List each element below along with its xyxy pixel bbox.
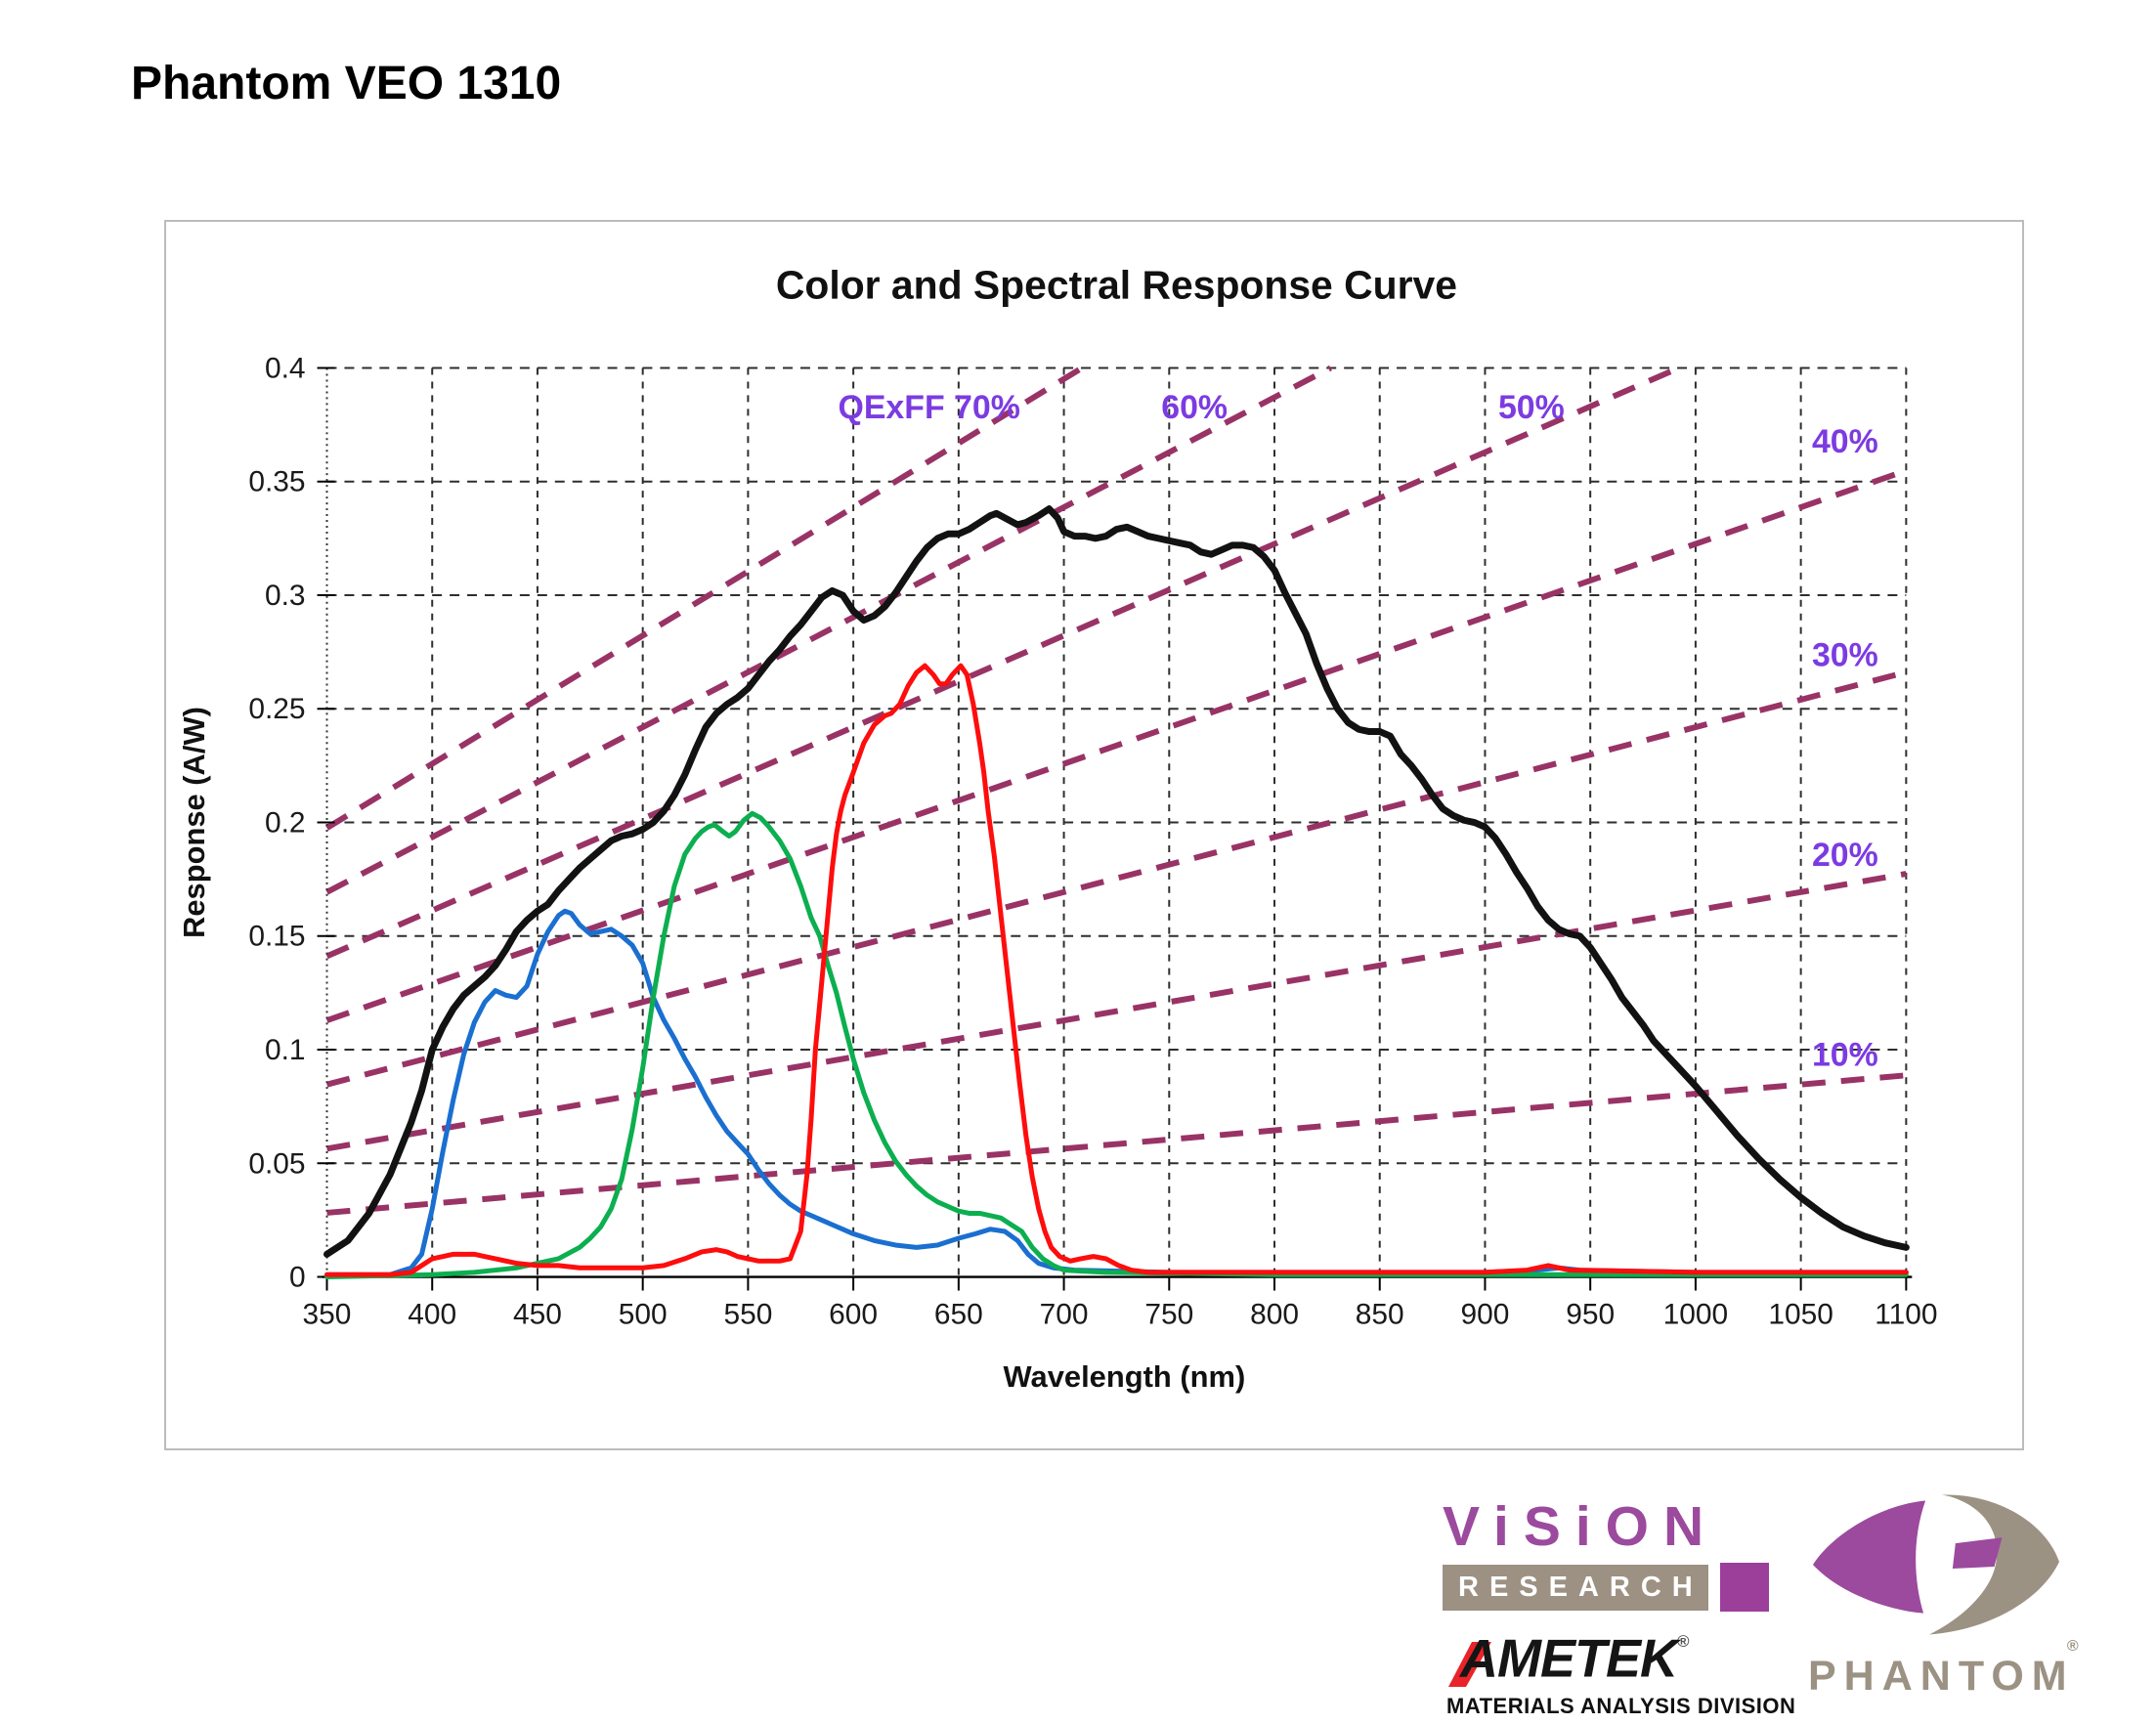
vision-research-bar: RESEARCH	[1443, 1564, 1708, 1611]
y-tick-label: 0.2	[265, 807, 306, 840]
chart-title: Color and Spectral Response Curve	[776, 263, 1457, 308]
x-tick-label: 350	[303, 1298, 352, 1330]
x-tick-label: 600	[829, 1298, 878, 1330]
series	[323, 505, 1910, 1280]
qe-label: 30%	[1812, 636, 1878, 673]
qe-label: QExFF 70%	[838, 389, 1019, 426]
x-tick-label: 800	[1250, 1298, 1299, 1330]
x-tick-label: 1000	[1663, 1298, 1729, 1330]
vision-research-logo: ViSiON RESEARCH	[1443, 1499, 1794, 1612]
y-tick-label: 0.4	[265, 352, 306, 384]
ametek-wordmark: AMETEK	[1460, 1628, 1678, 1689]
series-blue-channel	[324, 908, 1909, 1277]
phantom-wordmark: PHANTOM	[1808, 1653, 2075, 1700]
qe-labels: QExFF 70% 60% 50% 40% 30% 20% 10%	[838, 389, 1877, 1074]
x-tick-label: 450	[513, 1298, 562, 1330]
y-tick-label: 0.15	[248, 921, 305, 953]
axes	[317, 366, 1913, 1291]
x-axis-title: Wavelength (nm)	[1004, 1359, 1246, 1394]
qe-reference-lines	[324, 365, 1908, 1216]
series-green-channel	[324, 810, 1909, 1280]
x-tick-label: 500	[619, 1298, 668, 1330]
x-tick-label: 900	[1461, 1298, 1510, 1330]
x-tick-label: 850	[1356, 1298, 1404, 1330]
x-tick-label: 1100	[1875, 1298, 1937, 1330]
x-tick-label: 700	[1040, 1298, 1089, 1330]
page-title: Phantom VEO 1310	[131, 58, 562, 109]
spectral-response-chart: 350 400 450 500 550 600 650 700 750 800 850 900 950 1…	[177, 263, 1938, 1394]
x-tick-label: 950	[1566, 1298, 1615, 1330]
x-tick-label: 650	[934, 1298, 983, 1330]
x-tick-label: 1050	[1768, 1298, 1833, 1330]
qe-label: 20%	[1812, 837, 1878, 874]
ametek-registered-mark: ®	[1677, 1632, 1690, 1651]
chart-figure: 350 400 450 500 550 600 650 700 750 800 850 900 950 1…	[164, 220, 2024, 1450]
ametek-division-text: MATERIALS ANALYSIS DIVISION	[1446, 1694, 1796, 1718]
y-tick-label: 0.35	[248, 466, 305, 498]
y-axis-title: Response (A/W)	[177, 707, 211, 938]
phantom-logo: PHANTOM ®	[1808, 1486, 2079, 1698]
qe-label: 50%	[1498, 389, 1565, 426]
y-tick-label: 0.25	[248, 693, 305, 725]
vision-research-wordmark: ViSiON	[1443, 1495, 1719, 1558]
gridlines	[326, 366, 1908, 1277]
series-red-channel	[324, 663, 1909, 1277]
qe-label: 60%	[1161, 389, 1228, 426]
ametek-red-stroke-icon	[1448, 1642, 1491, 1687]
phantom-eye-icon	[1812, 1494, 2060, 1635]
tick-labels: 350 400 450 500 550 600 650 700 750 800 850 900 950 1…	[248, 352, 1937, 1330]
vision-research-square-icon	[1720, 1563, 1769, 1612]
qe-label: 40%	[1812, 423, 1878, 460]
y-tick-label: 0.3	[265, 580, 306, 612]
x-tick-label: 750	[1144, 1298, 1193, 1330]
series-monochrome	[323, 505, 1910, 1258]
x-tick-label: 550	[723, 1298, 772, 1330]
qe-label: 10%	[1812, 1037, 1878, 1074]
y-tick-label: 0.05	[248, 1147, 305, 1180]
ametek-logo: AMETEK ® MATERIALS ANALYSIS DIVISION	[1446, 1628, 1796, 1719]
y-tick-label: 0	[289, 1262, 306, 1294]
phantom-registered-mark: ®	[2066, 1638, 2079, 1655]
x-tick-label: 400	[408, 1298, 456, 1330]
y-tick-label: 0.1	[265, 1034, 306, 1066]
